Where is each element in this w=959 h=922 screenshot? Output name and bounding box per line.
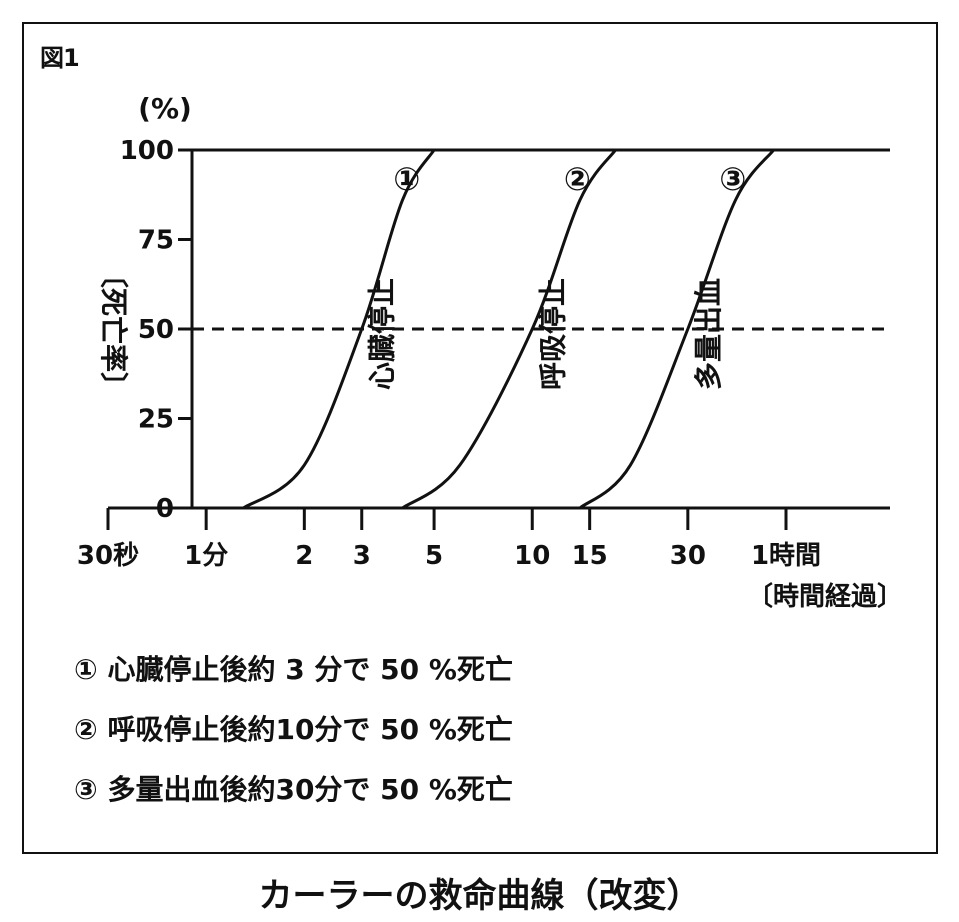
x-axis-title: 〔時間経過〕 — [747, 581, 903, 612]
y-tick-label: 75 — [138, 226, 174, 256]
figure-frame — [22, 22, 938, 854]
x-tick-label: 5 — [425, 541, 443, 571]
legend-item-hemorrhage: ③ 多量出血後約30分で 50 %死亡 — [74, 773, 513, 806]
rescue-curve-chart: (%) 〔死亡率〕 〔時間経過〕 0 25 50 75 100 30秒 1分 2 3 5 10 15 3… — [77, 92, 903, 612]
x-tick-label: 2 — [295, 541, 313, 571]
x-tick-label: 15 — [572, 541, 608, 571]
y-tick-label: 50 — [138, 315, 174, 345]
x-tick-label: 1分 — [184, 541, 228, 571]
caption: カーラーの救命曲線（改変） — [258, 876, 701, 916]
y-tick-label: 25 — [138, 405, 174, 435]
curve-1-labels: ① 心臓停止 — [366, 160, 421, 390]
x-tick-label: 10 — [514, 541, 550, 571]
x-tick-label: 30 — [670, 541, 706, 571]
legend-item-respiratory: ② 呼吸停止後約10分で 50 %死亡 — [74, 713, 513, 746]
y-tick-label: 100 — [120, 136, 174, 166]
curve-name-label: 多量出血 — [692, 278, 725, 390]
curve-1 — [242, 148, 890, 510]
y-unit-label: (%) — [138, 92, 192, 125]
x-tick-label: 3 — [353, 541, 371, 571]
curve-2 — [401, 148, 890, 510]
curve-name-label: 呼吸停止 — [536, 278, 569, 390]
curve-3-labels: ③ 多量出血 — [692, 160, 747, 390]
legend-block: ① 心臓停止後約 3 分で 50 %死亡 ② 呼吸停止後約10分で 50 %死亡… — [74, 640, 513, 820]
curve-marker: ① — [393, 160, 420, 198]
curve-marker: ② — [564, 160, 591, 198]
y-tick-label: 0 — [156, 494, 174, 524]
legend-item-cardiac: ① 心臓停止後約 3 分で 50 %死亡 — [74, 653, 513, 686]
x-tick-label: 30秒 — [77, 541, 139, 571]
x-tick-label: 1時間 — [751, 541, 821, 571]
curve-marker: ③ — [719, 160, 746, 198]
y-axis-title: 〔死亡率〕 — [97, 260, 130, 400]
curve-2-labels: ② 呼吸停止 — [536, 160, 591, 390]
curve-3 — [578, 148, 890, 510]
curve-name-label: 心臓停止 — [366, 278, 399, 390]
figure-label: 図1 — [40, 44, 80, 72]
